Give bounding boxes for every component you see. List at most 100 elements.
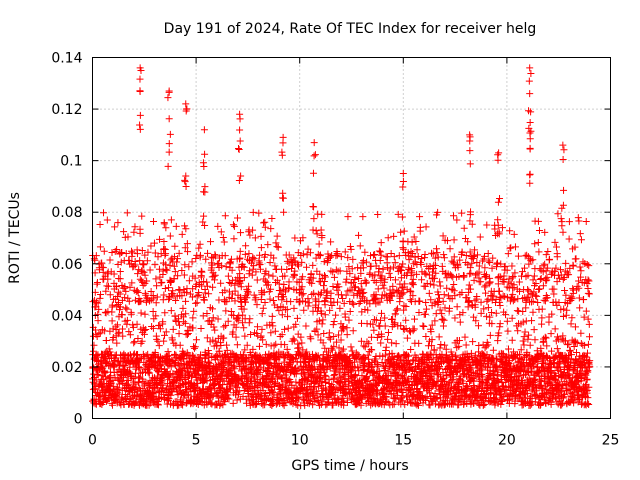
data-point — [266, 259, 274, 267]
data-point — [439, 315, 447, 323]
data-point — [245, 250, 253, 258]
data-point — [273, 243, 281, 251]
data-point — [385, 269, 393, 277]
data-point — [477, 278, 485, 286]
data-point — [131, 261, 139, 269]
data-point — [108, 301, 116, 309]
data-point — [259, 219, 267, 227]
data-point — [446, 245, 454, 253]
data-point — [181, 222, 189, 230]
data-point — [168, 379, 176, 387]
data-point — [290, 304, 298, 312]
data-point — [450, 212, 458, 220]
data-point — [438, 310, 446, 318]
data-point — [221, 212, 229, 220]
data-point — [161, 284, 169, 292]
data-point — [362, 278, 370, 286]
data-point — [544, 248, 552, 256]
data-point — [253, 276, 261, 284]
data-point — [268, 215, 276, 223]
data-point — [134, 288, 142, 296]
data-point — [320, 330, 328, 338]
data-point — [126, 331, 134, 339]
data-point — [439, 322, 447, 330]
data-point — [210, 272, 218, 280]
data-point — [327, 267, 335, 275]
data-point — [188, 258, 196, 266]
data-point — [484, 304, 492, 312]
data-point — [217, 385, 225, 393]
data-point — [166, 279, 174, 287]
data-point — [150, 217, 158, 225]
data-point — [348, 347, 356, 355]
data-point — [553, 243, 560, 251]
data-point — [199, 218, 207, 226]
data-point — [96, 392, 104, 400]
data-point — [105, 345, 113, 353]
data-point — [162, 250, 170, 258]
data-point — [376, 256, 384, 264]
data-point — [138, 337, 146, 345]
data-point — [450, 236, 458, 244]
data-point — [167, 391, 175, 399]
data-point — [142, 326, 150, 334]
data-point — [152, 299, 160, 307]
data-point — [100, 247, 108, 255]
data-point — [486, 331, 494, 339]
data-point — [343, 324, 351, 332]
data-point — [200, 296, 208, 304]
data-point — [302, 322, 310, 330]
data-point — [239, 311, 247, 319]
data-point — [208, 317, 216, 325]
data-point — [136, 229, 144, 237]
data-point — [332, 311, 340, 319]
data-point — [541, 260, 549, 268]
data-point — [100, 368, 108, 376]
data-point — [261, 218, 269, 226]
data-point — [162, 224, 170, 232]
data-point — [110, 270, 118, 278]
data-point — [195, 244, 203, 252]
data-point — [460, 224, 468, 232]
data-point — [547, 330, 555, 338]
data-point — [456, 318, 464, 326]
data-point — [327, 238, 335, 246]
data-point — [318, 210, 326, 218]
data-point — [189, 352, 197, 360]
data-point — [247, 331, 255, 339]
data-point — [312, 227, 320, 235]
data-point — [298, 339, 306, 347]
data-point — [439, 297, 447, 305]
data-point — [481, 264, 489, 272]
data-point — [382, 343, 390, 351]
data-point — [425, 289, 433, 297]
data-point — [422, 223, 430, 231]
data-point — [163, 266, 171, 274]
data-point — [503, 317, 511, 325]
data-point — [565, 235, 573, 243]
data-point — [546, 255, 554, 263]
data-point — [226, 367, 234, 375]
data-point — [245, 282, 253, 290]
data-point — [257, 244, 265, 252]
data-point — [525, 260, 533, 268]
data-point — [528, 317, 536, 325]
data-point — [204, 249, 212, 257]
data-point — [127, 310, 135, 318]
data-point — [347, 343, 355, 351]
data-point — [117, 258, 125, 266]
data-point — [246, 231, 254, 239]
data-point — [536, 285, 544, 293]
data-point — [511, 243, 519, 251]
data-point — [508, 314, 516, 322]
data-point — [162, 328, 170, 336]
data-point — [359, 213, 367, 221]
data-point — [171, 268, 179, 276]
data-point — [267, 329, 275, 337]
data-point — [334, 298, 342, 306]
data-point — [179, 401, 187, 409]
data-point — [453, 303, 461, 311]
data-point — [113, 339, 121, 347]
data-point — [106, 256, 114, 264]
